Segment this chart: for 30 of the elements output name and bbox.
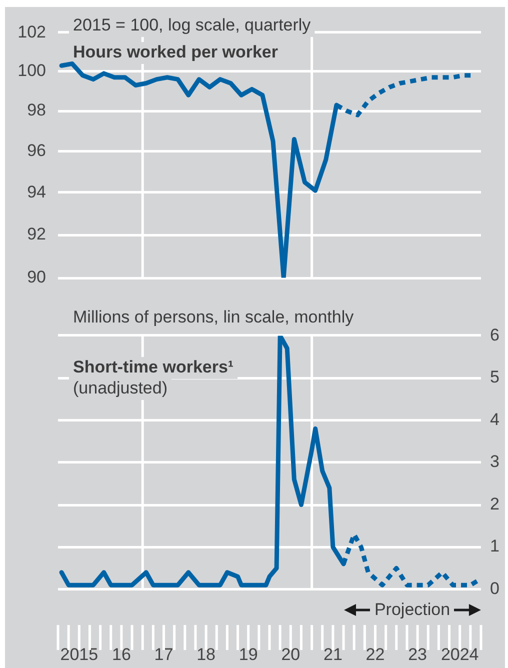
y-tick-label: 1 [490,536,500,556]
y-tick-label: 92 [27,224,46,244]
y-tick-label: 94 [27,182,46,202]
y-axis-title: Millions of persons, lin scale, monthly [73,308,354,327]
y-tick-label: 5 [490,368,500,387]
x-tick-label: 2024 [440,645,479,664]
x-tick-label: 22 [366,645,385,664]
x-tick-label: 21 [323,645,342,664]
y-tick-label: 6 [490,325,500,344]
x-tick-label: 17 [154,645,174,664]
text: Hours worked per worker [73,42,278,62]
text: (unadjusted) [73,378,168,398]
x-tick-label: 23 [408,645,428,664]
x-tick-label: 18 [196,645,216,664]
x-tick-label: 2015 [60,645,98,664]
y-tick-label: 98 [27,100,46,120]
y-tick-label: 2 [490,494,500,514]
text: Projection [374,600,450,619]
y-tick-label: 102 [18,22,46,42]
text: Short-time workers¹ [73,358,234,377]
x-tick-label: 19 [238,645,258,664]
y-tick-label: 90 [27,267,46,286]
x-tick-label: 16 [112,645,131,664]
x-tick-label: 20 [281,645,300,664]
y-tick-label: 100 [18,61,46,80]
y-tick-label: 0 [490,578,500,598]
y-tick-label: 3 [490,452,500,472]
y-tick-label: 4 [490,410,500,429]
y-axis-title: 2015 = 100, log scale, quarterly [73,16,312,35]
y-tick-label: 96 [27,141,46,160]
